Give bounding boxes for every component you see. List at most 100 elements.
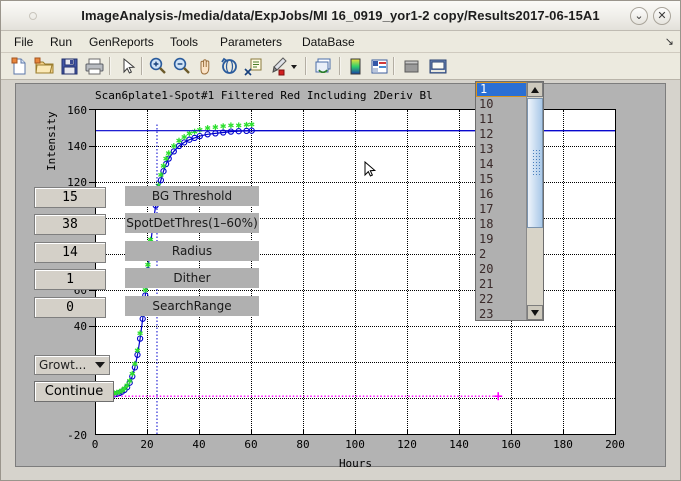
growth-mode-select[interactable]: Growt... xyxy=(34,355,110,375)
data-point-asterisk xyxy=(196,126,203,133)
plot-browser-icon[interactable] xyxy=(369,56,390,77)
data-point-circle xyxy=(191,134,198,142)
list-item[interactable]: 21 xyxy=(479,277,494,291)
data-point-asterisk xyxy=(126,378,133,384)
toolbar-separator-1 xyxy=(109,57,111,75)
data-point-circle xyxy=(220,129,227,136)
xtickmark-180 xyxy=(563,429,564,435)
xtick-200: 200 xyxy=(605,438,625,451)
colormap-icon[interactable] xyxy=(345,56,366,77)
continue-button[interactable]: Continue xyxy=(34,381,114,402)
ytickmark-120 xyxy=(89,182,95,183)
data-point-asterisk xyxy=(248,121,255,128)
x-axis-label: Hours xyxy=(338,457,373,470)
data-point-asterisk xyxy=(158,171,164,178)
ytickmark-60 xyxy=(89,290,95,291)
list-item[interactable]: 2 xyxy=(479,247,487,261)
menu-item-run[interactable]: Run xyxy=(50,35,73,49)
zoom-in-icon[interactable] xyxy=(147,56,168,77)
figure-palette-icon[interactable] xyxy=(427,56,448,77)
minimize-button[interactable]: ⌄ xyxy=(630,7,648,25)
data-point-asterisk xyxy=(134,347,141,354)
menu-item-file[interactable]: File xyxy=(14,35,34,49)
brush-dropdown-icon[interactable] xyxy=(289,56,299,77)
menu-item-tools[interactable]: Tools xyxy=(170,35,199,49)
menu-item-database[interactable]: DataBase xyxy=(302,35,355,49)
data-point-asterisk xyxy=(160,162,167,169)
list-item[interactable]: 12 xyxy=(479,127,494,141)
search-range-input[interactable]: 0 xyxy=(34,297,106,318)
bg-threshold-input[interactable]: 15 xyxy=(34,187,106,208)
title-bar: ImageAnalysis-/media/data/ExpJobs/MI 16_… xyxy=(1,1,680,31)
ytick-160: 160 xyxy=(67,104,87,117)
data-point-asterisk xyxy=(165,150,172,157)
xtickmark-120 xyxy=(407,429,408,435)
gridline-x-100 xyxy=(355,110,356,434)
list-item[interactable]: 19 xyxy=(479,232,494,246)
xtick-0: 0 xyxy=(91,438,99,451)
menu-bar: File Run GenReports Tools Parameters Dat… xyxy=(1,31,680,53)
list-item[interactable]: 13 xyxy=(479,142,494,156)
scrollbar-thumb[interactable] xyxy=(527,98,543,228)
gridline-x-80 xyxy=(303,110,304,434)
list-item[interactable]: 11 xyxy=(479,112,494,126)
pointer-arrow-icon[interactable] xyxy=(117,56,138,77)
ytickmark-140 xyxy=(89,146,95,147)
print-icon[interactable] xyxy=(84,56,105,77)
list-item[interactable]: 10 xyxy=(479,97,494,111)
list-item[interactable]: 15 xyxy=(479,172,494,186)
scrollbar-grip xyxy=(532,149,540,175)
gridline-x-120 xyxy=(407,110,408,434)
xtick-120: 120 xyxy=(397,438,417,451)
list-item[interactable]: 20 xyxy=(479,262,494,276)
data-point-asterisk xyxy=(243,121,250,128)
brush-color-icon[interactable] xyxy=(267,56,288,77)
scroll-up-icon[interactable] xyxy=(527,82,543,97)
xtickmark-40 xyxy=(199,429,200,435)
dither-input[interactable]: 1 xyxy=(34,269,106,290)
list-item[interactable]: 1 xyxy=(476,82,527,97)
close-button[interactable]: ✕ xyxy=(653,7,671,25)
new-file-icon[interactable] xyxy=(9,56,30,77)
menu-item-parameters[interactable]: Parameters xyxy=(220,35,283,49)
insert-legend-icon[interactable] xyxy=(243,56,264,77)
xtickmark-160 xyxy=(511,429,512,435)
list-item[interactable]: 22 xyxy=(479,292,494,306)
ytick-neg20: -20 xyxy=(67,429,87,442)
toolbar-separator-5 xyxy=(393,57,395,75)
radius-input[interactable]: 14 xyxy=(34,242,106,263)
spot-det-thres-input[interactable]: 38 xyxy=(34,214,106,235)
search-range-label: SearchRange xyxy=(125,296,259,316)
radius-label: Radius xyxy=(125,241,259,261)
chart-title: Scan6plate1-Spot#1 Filtered Red Includin… xyxy=(95,89,433,102)
save-disk-icon[interactable] xyxy=(59,56,80,77)
spot-listbox[interactable]: 1 10 11 12 13 14 15 16 17 18 19 2 20 21 22 23 xyxy=(475,81,544,321)
open-folder-icon[interactable] xyxy=(34,56,55,77)
xtick-40: 40 xyxy=(192,438,206,451)
ytickmark-40 xyxy=(89,326,95,327)
scroll-down-icon[interactable] xyxy=(527,305,543,320)
data-point-asterisk xyxy=(186,130,193,137)
ytick-140: 140 xyxy=(67,140,87,153)
data-point-asterisk xyxy=(228,122,234,129)
list-item[interactable]: 17 xyxy=(479,202,494,216)
xtick-100: 100 xyxy=(345,438,365,451)
listbox-scrollbar[interactable] xyxy=(526,82,543,320)
property-editor-icon[interactable] xyxy=(401,56,422,77)
pan-hand-icon[interactable] xyxy=(195,56,216,77)
list-item[interactable]: 23 xyxy=(479,307,494,321)
window-menu-dot[interactable] xyxy=(29,12,37,20)
link-plot-icon[interactable] xyxy=(313,56,334,77)
data-point-asterisk xyxy=(204,125,211,131)
menu-overflow-icon[interactable]: ↘ xyxy=(664,36,674,48)
list-item[interactable]: 18 xyxy=(479,217,494,231)
menu-item-genreports[interactable]: GenReports xyxy=(89,35,154,49)
list-item[interactable]: 14 xyxy=(479,157,494,171)
rotate-3d-icon[interactable] xyxy=(219,56,240,77)
ytick-120: 120 xyxy=(67,176,87,189)
data-point-circle xyxy=(196,132,203,140)
list-item[interactable]: 16 xyxy=(479,187,494,201)
dither-label: Dither xyxy=(125,268,259,288)
zoom-out-icon[interactable] xyxy=(171,56,192,77)
xtick-180: 180 xyxy=(553,438,573,451)
